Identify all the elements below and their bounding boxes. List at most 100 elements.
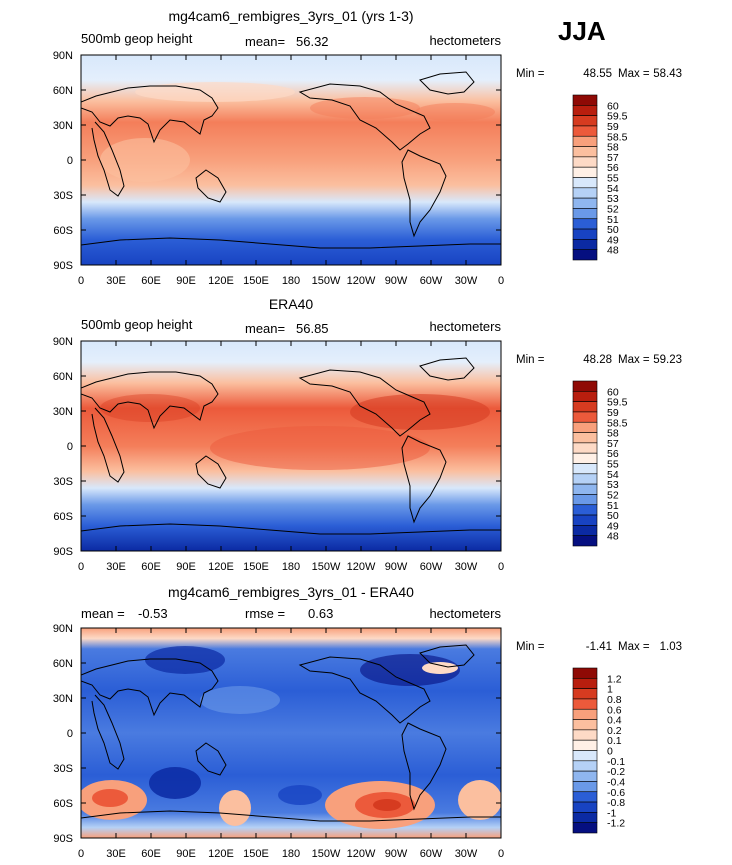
colorbar-label: -1.2: [607, 818, 625, 830]
colorbar-label: 1: [607, 684, 613, 696]
x-tick-label: 90E: [176, 848, 196, 860]
panel-rmse-label: rmse =: [245, 606, 285, 621]
colorbar-box: [572, 105, 598, 116]
y-tick-label: 60S: [53, 225, 73, 237]
x-tick-label: 60E: [141, 275, 161, 287]
colorbar-box: [572, 208, 598, 220]
colorbar-box: [572, 94, 598, 106]
max-value: 58.43: [653, 68, 682, 80]
max-label: Max =: [618, 354, 650, 366]
colorbar-label: 53: [607, 193, 619, 205]
panel-model: mg4cam6_rembigres_3yrs_01 (yrs 1-3) 500m…: [80, 8, 502, 266]
y-tick-label: 0: [67, 441, 73, 453]
colorbar-box: [572, 218, 598, 230]
min-label: Min =: [516, 641, 545, 653]
x-tick-label: 30E: [106, 848, 126, 860]
colorbar-box: [572, 483, 598, 495]
x-tick-label: 180: [282, 275, 300, 287]
x-tick-label: 150W: [312, 848, 341, 860]
x-tick-label: 0: [78, 275, 84, 287]
colorbar-label: 0.6: [607, 704, 622, 716]
panel-title: ERA40: [269, 296, 314, 312]
min-value: 48.55: [583, 68, 612, 80]
colorbar-box: [572, 801, 598, 813]
panel-title: mg4cam6_rembigres_3yrs_01 - ERA40: [168, 584, 414, 600]
colorbar-box: [572, 729, 598, 741]
colorbar-label: 1.2: [607, 673, 622, 685]
panel-mean-value: -0.53: [138, 606, 168, 621]
colorbar-box: [572, 380, 598, 392]
panel-mean-label: mean=: [245, 321, 285, 336]
colorbar-box: [572, 411, 598, 423]
colorbar-box: [572, 719, 598, 731]
colorbar-label: 49: [607, 234, 619, 246]
colorbar-box: [572, 688, 598, 700]
x-tick-label: 120E: [208, 275, 234, 287]
min-label: Min =: [516, 68, 545, 80]
colorbar-box: [572, 535, 598, 547]
colorbar-label: 59: [607, 121, 619, 133]
x-tick-label: 60E: [141, 561, 161, 573]
colorbar-box: [572, 239, 598, 250]
colorbar-box: [572, 678, 598, 689]
y-tick-label: 30N: [53, 693, 73, 705]
x-tick-label: 90E: [176, 561, 196, 573]
colorbar-label: 56: [607, 448, 619, 460]
colorbar-box: [572, 473, 598, 485]
y-tick-label: 30S: [53, 190, 73, 202]
colorbar-label: 51: [607, 500, 619, 512]
x-tick-label: 180: [282, 561, 300, 573]
colorbar-box: [572, 525, 598, 536]
panel-rmse-value: 0.63: [308, 606, 333, 621]
colorbar-label: 58.5: [607, 417, 628, 429]
panel-units-label: hectometers: [429, 33, 501, 48]
x-tick-label: 0: [78, 561, 84, 573]
colorbar-label: 52: [607, 489, 619, 501]
colorbar-box: [572, 432, 598, 444]
x-tick-label: 150W: [312, 275, 341, 287]
x-tick-label: 60W: [420, 561, 443, 573]
panel-units-label: hectometers: [429, 319, 501, 334]
x-tick-label: 120W: [347, 275, 376, 287]
colorbar-box: [572, 249, 598, 261]
colorbar-label: 59.5: [607, 111, 628, 123]
colorbar-box: [572, 494, 598, 506]
coastlines: [81, 644, 501, 822]
colorbar-label: 55: [607, 173, 619, 185]
colorbar-label: -0.2: [607, 766, 625, 778]
x-tick-label: 30E: [106, 275, 126, 287]
axes-and-colorbars: 0 30E 60E 90E 120E 150E 180 150W 120W 90W 60W 30W 09…: [53, 50, 682, 860]
colorbar-label: 48: [607, 245, 619, 257]
colorbar-label: -0.6: [607, 787, 625, 799]
colorbar-label: 54: [607, 469, 619, 481]
y-tick-label: 60N: [53, 85, 73, 97]
y-tick-label: 60S: [53, 511, 73, 523]
colorbar-label: 0.4: [607, 715, 622, 727]
min-label: Min =: [516, 354, 545, 366]
colorbar-label: 48: [607, 531, 619, 543]
x-tick-label: 120E: [208, 848, 234, 860]
y-tick-label: 30S: [53, 763, 73, 775]
panel-mean-label: mean=: [245, 34, 285, 49]
colorbar-label: -1: [607, 807, 616, 819]
colorbar-label: -0.1: [607, 756, 625, 768]
colorbar-label: 52: [607, 203, 619, 215]
y-tick-label: 0: [67, 728, 73, 740]
panel-left-label: 500mb geop height: [81, 317, 193, 332]
colorbar-label: 0.2: [607, 725, 622, 737]
x-tick-label: 60E: [141, 848, 161, 860]
colorbar-label: 53: [607, 479, 619, 491]
y-tick-label: 90N: [53, 623, 73, 635]
colorbar-label: 56: [607, 162, 619, 174]
colorbar-box: [572, 770, 598, 782]
colorbar-box: [572, 781, 598, 793]
colorbar-box: [572, 739, 598, 751]
colorbar-box: [572, 401, 598, 413]
colorbar-box: [572, 514, 598, 526]
y-tick-label: 90S: [53, 833, 73, 845]
colorbar-label: 50: [607, 510, 619, 522]
panel-left-label: 500mb geop height: [81, 31, 193, 46]
colorbar-box: [572, 197, 598, 209]
colorbar-label: 50: [607, 224, 619, 236]
